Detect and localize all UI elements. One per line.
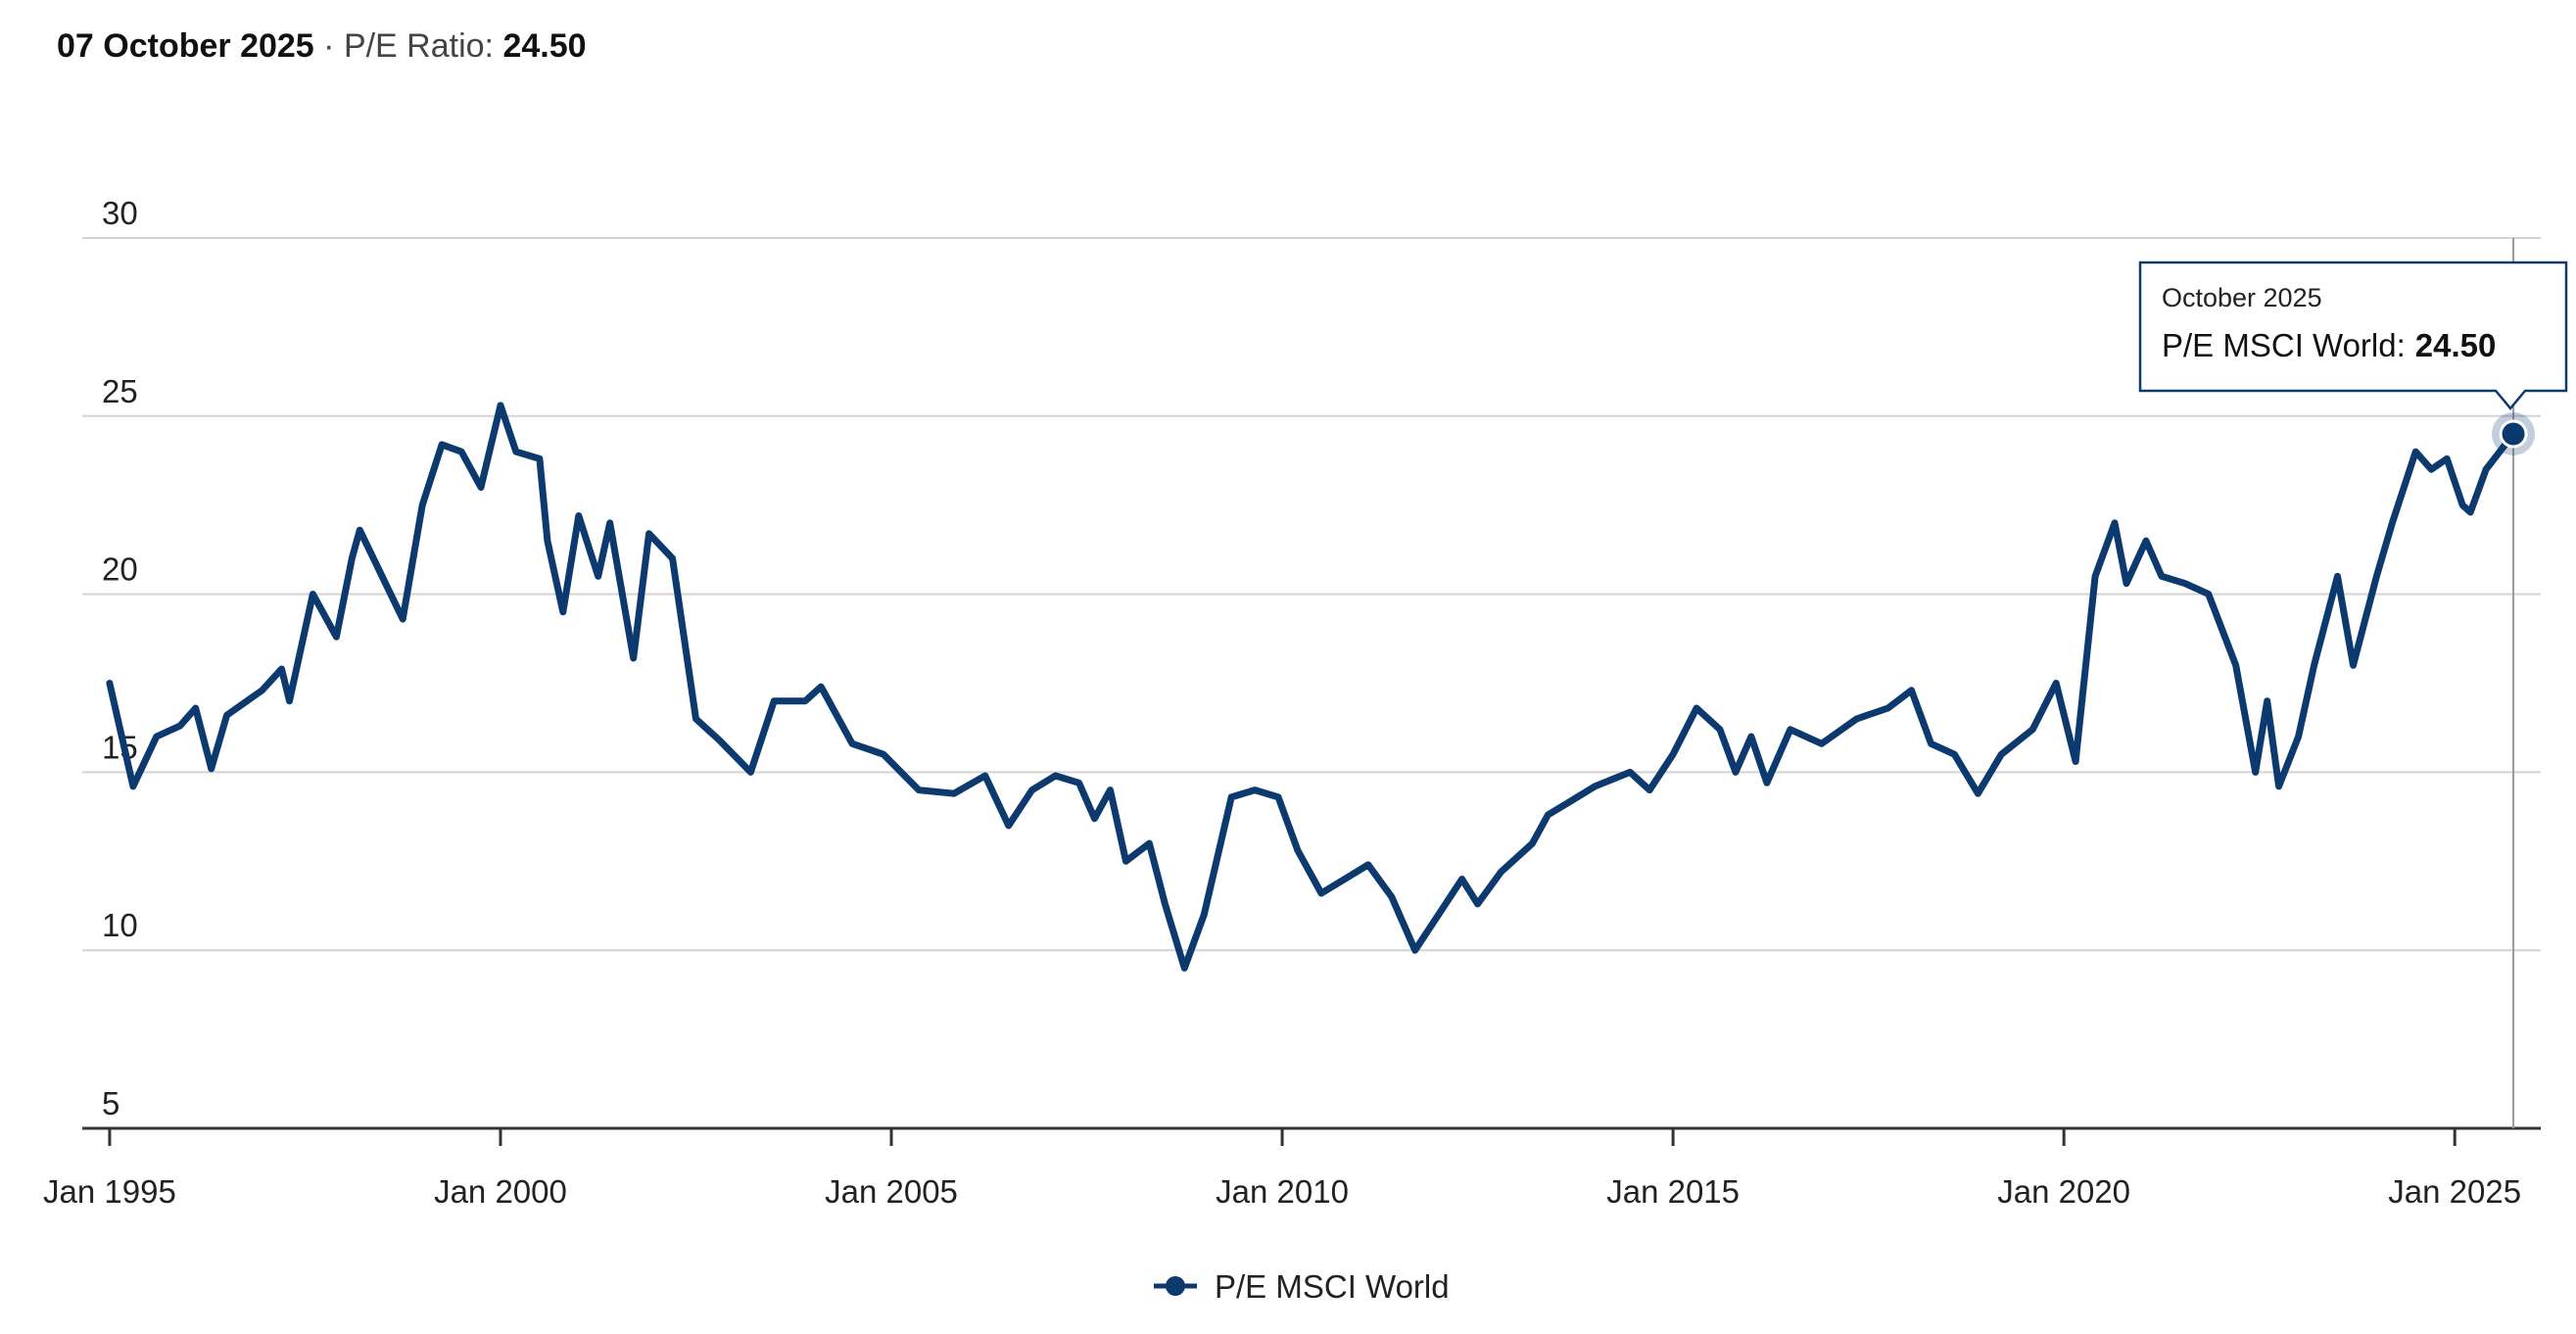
tooltip-body: P/E MSCI World: 24.50 xyxy=(2162,327,2496,363)
y-tick-label: 20 xyxy=(102,551,138,588)
legend-label: P/E MSCI World xyxy=(1215,1268,1450,1305)
y-tick-label: 5 xyxy=(102,1085,119,1121)
series-line xyxy=(106,402,2517,972)
x-tick-label: Jan 2010 xyxy=(1216,1173,1349,1210)
x-tick-label: Jan 2005 xyxy=(825,1173,958,1210)
tooltip-box xyxy=(2138,261,2568,410)
x-tick-label: Jan 1995 xyxy=(43,1173,176,1210)
x-tick-label: Jan 2000 xyxy=(434,1173,567,1210)
tooltip-label: P/E MSCI World: xyxy=(2162,327,2406,363)
header-separator: · xyxy=(323,27,335,65)
tooltip-title: October 2025 xyxy=(2162,283,2322,312)
header-metric-value: 24.50 xyxy=(502,27,587,65)
y-tick-label: 10 xyxy=(102,907,138,943)
header-metric-label: P/E Ratio: xyxy=(343,27,495,65)
header: 07 October 2025 · P/E Ratio: 24.50 xyxy=(57,27,587,66)
header-date: 07 October 2025 xyxy=(57,27,314,65)
legend-marker xyxy=(1166,1276,1185,1296)
x-tick-label: Jan 2020 xyxy=(1997,1173,2130,1210)
x-tick-label: Jan 2015 xyxy=(1606,1173,1740,1210)
x-tick-label: Jan 2025 xyxy=(2388,1173,2521,1210)
tooltip-value: 24.50 xyxy=(2415,327,2497,363)
highlight-point xyxy=(2499,419,2528,449)
y-tick-label: 25 xyxy=(102,373,138,409)
y-tick-label: 30 xyxy=(102,195,138,231)
